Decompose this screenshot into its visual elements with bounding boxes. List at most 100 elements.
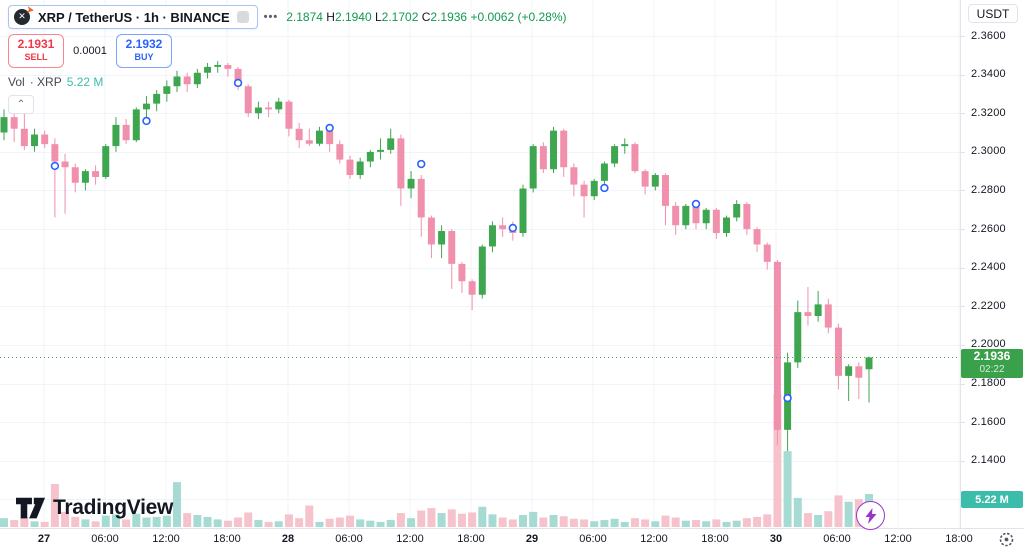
price-tick-label: 2.2800 (971, 183, 1006, 196)
price-axis[interactable]: 2.3600 2.3400 2.3200 2.3000 2.2800 2.2600 2.24… (961, 0, 1024, 528)
volume-bar (111, 514, 120, 527)
tradingview-logo[interactable]: TradingView (16, 496, 173, 520)
event-marker-icon (325, 123, 334, 133)
time-tick-label: 06:00 (335, 533, 363, 545)
symbol-arrow-icon: ➤ (24, 3, 35, 17)
ohlc-values: 2.1874 H2.1940 L2.1702 C2.1936 +0.0062 (… (286, 10, 566, 24)
volume-bar (549, 514, 558, 527)
volume-bar (173, 482, 182, 527)
volume-bar (753, 516, 762, 527)
time-tick-label: 12:00 (884, 533, 912, 545)
price-tick-mark (961, 229, 965, 231)
currency-button[interactable]: USDT (968, 4, 1018, 23)
volume-bar (264, 521, 273, 527)
volume-bar (223, 520, 232, 527)
close-label: C (421, 10, 431, 24)
candle-body (834, 327, 842, 376)
candle-body (672, 205, 680, 226)
volume-bar (132, 513, 141, 527)
candle-body (590, 180, 598, 197)
volume-bar (366, 520, 375, 527)
sell-button[interactable]: 2.1931 SELL (8, 34, 64, 68)
price-tick-label: 2.3200 (971, 106, 1006, 119)
candle-body (773, 261, 781, 430)
volume-bar (295, 518, 304, 527)
time-settings-button[interactable] (998, 531, 1015, 548)
volume-bar (732, 520, 741, 527)
candle-body (702, 209, 710, 224)
candle-body (478, 246, 486, 295)
volume-bar (773, 394, 782, 527)
volume-bar (763, 514, 772, 527)
time-axis[interactable]: 27 06:00 12:00 18:00 28 06:00 12:00 18:00 29 06:0… (0, 529, 1024, 549)
volume-bar (590, 521, 599, 527)
volume-bar (610, 518, 619, 527)
time-tick-label: 06:00 (579, 533, 607, 545)
time-tick-label: 12:00 (396, 533, 424, 545)
volume-bar (661, 515, 670, 527)
volume-bar (254, 520, 263, 527)
collapse-legend-button[interactable]: ⌃ (8, 95, 34, 114)
change-percent: (+0.28%) (517, 10, 567, 24)
spread-value: 0.0001 (73, 45, 107, 57)
candle-body (112, 124, 120, 147)
volume-bar (641, 519, 650, 527)
price-tick-mark (961, 306, 965, 308)
legend-hidden-icon[interactable] (236, 11, 249, 23)
volume-bar (630, 518, 639, 527)
price-tick-label: 2.2200 (971, 299, 1006, 312)
candle-body (448, 231, 456, 264)
candle-body (387, 138, 395, 150)
flash-action-button[interactable] (856, 501, 885, 530)
symbol-title: XRP / TetherUS · 1h · BINANCE (38, 9, 230, 25)
event-marker-icon (691, 199, 701, 209)
volume-indicator-legend[interactable]: Vol · XRP 5.22 M (8, 75, 567, 89)
volume-bar (234, 517, 243, 527)
candle-body (794, 312, 802, 363)
volume-bar (478, 506, 487, 527)
candle-body (814, 304, 822, 316)
volume-bar (40, 521, 49, 527)
candle-body (193, 72, 201, 85)
candle-body (10, 117, 18, 129)
candle-body (153, 93, 161, 104)
candle-body (51, 144, 59, 162)
volume-bar (620, 521, 629, 527)
volume-bar (427, 508, 436, 527)
candle-body (580, 184, 588, 197)
volume-bar (844, 501, 853, 527)
time-tick-label: 28 (281, 533, 295, 545)
price-tick-label: 2.3600 (971, 29, 1006, 42)
time-axis-border (0, 528, 1024, 529)
candle-body (132, 109, 140, 141)
volume-bar (20, 516, 29, 527)
candle-body (204, 66, 212, 73)
current-price-value: 2.1936 (973, 348, 1011, 363)
volume-bar (122, 519, 131, 527)
buy-button[interactable]: 2.1932 BUY (116, 34, 172, 68)
current-price-badge[interactable]: 2.1936 02:22 (961, 348, 1023, 378)
event-marker-icon (233, 78, 243, 88)
candle-body (488, 225, 496, 247)
legend-more-button[interactable]: ••• (263, 11, 279, 23)
candle-body (417, 178, 425, 218)
candle-body (407, 178, 415, 189)
volume-bar (244, 512, 253, 527)
volume-value-badge: 5.22 M (961, 491, 1023, 508)
symbol-title-button[interactable]: ✕ ➤ XRP / TetherUS · 1h · BINANCE (8, 3, 258, 29)
candle-body (631, 144, 639, 172)
price-tick-label: 2.2000 (971, 338, 1006, 351)
open-value: 2.1874 (286, 10, 323, 24)
candle-body (275, 101, 283, 110)
time-tick-label: 12:00 (640, 533, 668, 545)
volume-bar (793, 497, 802, 527)
candle-body (733, 203, 741, 218)
time-tick-label: 06:00 (823, 533, 851, 545)
price-tick-mark (961, 267, 965, 269)
volume-bar (162, 515, 171, 527)
price-tick-label: 2.2600 (971, 222, 1006, 235)
candle-body (427, 217, 435, 245)
candle-body (285, 101, 293, 129)
time-tick-label: 30 (769, 533, 783, 545)
